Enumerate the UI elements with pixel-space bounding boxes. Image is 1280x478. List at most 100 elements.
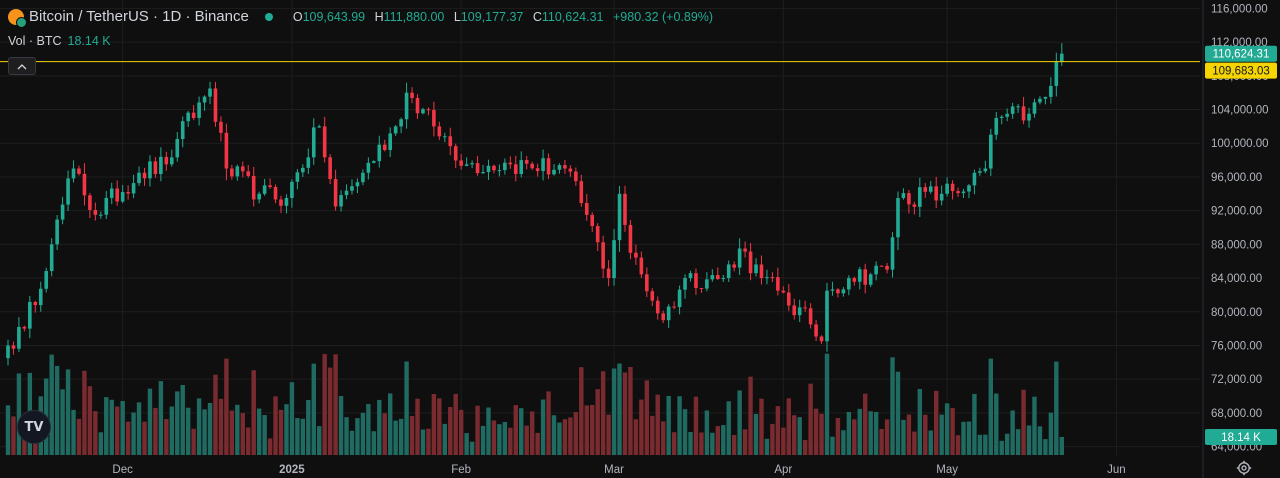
candle-body (1010, 106, 1015, 114)
candle-body (404, 92, 409, 120)
volume-bar (109, 399, 114, 455)
volume-bar (453, 393, 458, 455)
candle-body (377, 144, 382, 162)
volume-bar (289, 382, 295, 455)
price-tick-label: 76,000.00 (1211, 340, 1262, 352)
volume-bar (120, 401, 125, 455)
volume-label: Vol · BTC (8, 34, 62, 48)
chart-grid (0, 0, 1200, 455)
volume-bar (813, 408, 819, 455)
last-price-badge: 110,624.31 (1213, 49, 1270, 61)
symbol-title[interactable]: Bitcoin / TetherUS · 1D · Binance (29, 8, 249, 25)
collapse-legend-button[interactable] (8, 57, 36, 75)
candle-body (765, 277, 769, 279)
gear-icon[interactable] (1236, 460, 1252, 476)
candle-body (328, 157, 332, 180)
candle-body (443, 136, 447, 138)
volume-bar (693, 396, 699, 455)
volume-bar (164, 419, 169, 455)
candle-body (459, 160, 463, 166)
volume-bar (202, 409, 207, 455)
candle-body (732, 264, 736, 268)
candle-body (104, 197, 109, 215)
volume-bar (267, 438, 273, 455)
candle-body (410, 92, 414, 98)
time-tick-label: Apr (774, 464, 792, 476)
bitcoin-tether-coin-icon (8, 8, 27, 28)
candle-body (612, 240, 616, 279)
volume-bar (873, 411, 879, 455)
candle-body (71, 168, 76, 179)
volume-bar (191, 428, 196, 455)
tradingview-logo-icon[interactable]: TV (17, 410, 51, 444)
candle-body (552, 169, 556, 175)
volume-bar (655, 394, 660, 455)
candle-body (55, 219, 59, 245)
candle-body (333, 179, 338, 207)
volume-bar (906, 414, 912, 455)
volume-bars (5, 353, 1064, 455)
candle-body (1059, 53, 1064, 62)
volume-bar (611, 368, 617, 455)
candle-body (923, 187, 928, 192)
candle-body (339, 195, 343, 207)
candle-body (1005, 113, 1009, 117)
candle-body (88, 195, 92, 210)
volume-bar (961, 421, 966, 455)
candle-body (475, 163, 480, 174)
candle-body (863, 269, 868, 285)
volume-bar (617, 363, 622, 455)
time-axis[interactable]: Dec 2025 Feb Mar Apr May Jun (112, 464, 1125, 476)
candle-body (273, 186, 278, 200)
volume-bar (1059, 437, 1064, 455)
volume-bar (382, 413, 387, 455)
candle-body (928, 186, 933, 192)
candle-body (743, 248, 747, 252)
candle-body (628, 224, 633, 253)
last-price-badge-bg (1205, 45, 1277, 62)
volume-bar (60, 389, 65, 455)
candle-body (137, 172, 141, 184)
candle-body (191, 112, 196, 118)
volume-bar (125, 421, 131, 455)
candle-body (492, 165, 496, 171)
candle-body (393, 126, 398, 134)
volume-bar (180, 384, 185, 455)
volume-bar (628, 366, 633, 455)
candle-body (688, 273, 693, 279)
candle-body (754, 264, 758, 274)
candle-body (382, 144, 387, 151)
volume-bar (928, 430, 933, 455)
volume-bar (966, 421, 972, 455)
line-price-badge-bg (1205, 62, 1277, 79)
candle-body (557, 165, 562, 170)
volume-value: 18.14 K (67, 34, 111, 48)
volume-legend[interactable]: Vol · BTC 18.14 K (8, 34, 111, 48)
candle-body (257, 193, 261, 200)
candle-body (486, 165, 491, 172)
candle-body (907, 193, 911, 205)
volume-bar (830, 436, 835, 455)
volume-bar (644, 380, 650, 455)
volume-bar (76, 418, 82, 455)
volume-bar (579, 367, 584, 455)
volume-bar (426, 428, 431, 455)
volume-bar (207, 402, 213, 455)
candle-body (617, 193, 622, 241)
volume-bar (409, 416, 415, 455)
volume-bar (792, 415, 797, 455)
market-status-icon (264, 12, 273, 21)
volume-bar (1037, 426, 1043, 455)
volume-bar (890, 357, 895, 455)
price-tick-label: 104,000.00 (1211, 105, 1269, 117)
volume-bar (404, 361, 409, 455)
volume-bar (606, 414, 611, 455)
volume-bar (87, 386, 93, 455)
candle-body (1038, 98, 1042, 103)
volume-bar (366, 404, 371, 455)
volume-badge: 18.14 K (1221, 432, 1261, 444)
candle-body (623, 193, 627, 225)
candle-body (60, 204, 65, 220)
volume-bar (49, 354, 54, 455)
